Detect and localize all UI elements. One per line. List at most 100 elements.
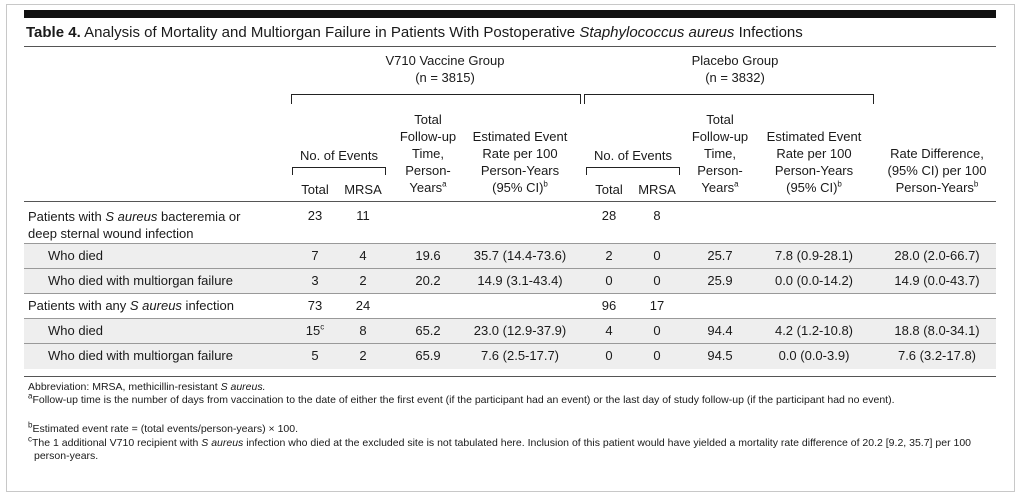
cell-value: 2 — [359, 273, 367, 288]
top-rule — [24, 10, 996, 18]
footnote-a: aFollow-up time is the number of days fr… — [28, 391, 1009, 407]
title-text: Analysis of Mortality and Multiorgan Fai… — [80, 24, 580, 41]
v-rate-ci: (95% CI) — [492, 180, 544, 195]
v-fu-l2: Follow-up — [399, 129, 457, 144]
v-rate-l4: (95% CI)b — [464, 180, 576, 196]
cell-p-mrsa: 8 — [634, 208, 680, 224]
v-fu-l1: Total — [414, 112, 442, 127]
row-divider — [24, 268, 996, 269]
p-mrsa-header: MRSA — [638, 182, 676, 197]
diff-l3: Person-Yearsb — [874, 180, 1000, 196]
cell-diff: 18.8 (8.0-34.1) — [874, 323, 1000, 339]
fn-c-text-end: infection who died at the excluded site … — [34, 437, 971, 462]
row-label-text-end: infection — [181, 298, 234, 313]
cell-diff: 7.6 (3.2-17.8) — [874, 348, 1000, 364]
v-fu-l5: Yearsa — [392, 180, 464, 196]
fn-b-sup: b — [28, 420, 33, 430]
cell-p-rate: 4.2 (1.2-10.8) — [756, 323, 872, 339]
table-title: Table 4. Analysis of Mortality and Multi… — [26, 24, 998, 42]
row-divider — [24, 343, 996, 344]
cell-v-rate: 7.6 (2.5-17.7) — [464, 348, 576, 364]
cell-p-rate: 0.0 (0.0-3.9) — [756, 348, 872, 364]
cell-value: 2 — [359, 348, 367, 363]
cell-p-fu: 94.5 — [684, 348, 756, 364]
abbr-text: Abbreviation: MRSA, methicillin-resistan… — [28, 381, 221, 393]
cell-value: 0 — [605, 273, 613, 288]
placebo-group-name: Placebo Group — [691, 53, 779, 68]
v-mrsa-header: MRSA — [344, 182, 382, 197]
row-divider — [24, 318, 996, 319]
cell-v-mrsa: 11 — [340, 208, 386, 224]
vaccine-group-n: (n = 3815) — [415, 70, 475, 85]
row-divider — [24, 243, 996, 244]
cell-value: 25.7 — [707, 248, 733, 263]
cell-value: 65.9 — [415, 348, 441, 363]
p-total-header: Total — [595, 182, 623, 197]
row-label-italic: S aureus — [129, 298, 182, 313]
row-label: Patients with S aureus bacteremia or deep… — [28, 208, 240, 242]
v-rate-l3: Person-Years — [480, 163, 560, 178]
p-fu-l4: Person- — [697, 163, 743, 178]
v-events-bracket — [292, 167, 386, 168]
v-fu-sup: a — [442, 179, 447, 189]
cell-value: 4 — [605, 323, 613, 338]
p-events-bracket-left — [586, 167, 587, 175]
p-fu-l2: Follow-up — [691, 129, 749, 144]
bottom-rule — [24, 376, 996, 377]
p-rate-l3: Person-Years — [774, 163, 854, 178]
abbr-italic: S aureus. — [220, 381, 266, 393]
placebo-bracket — [584, 94, 874, 95]
fn-c-sup: c — [28, 434, 32, 444]
v-rate-sup: b — [543, 179, 548, 189]
row-shade — [24, 269, 996, 294]
cell-p-rate: 0.0 (0.0-14.2) — [756, 273, 872, 289]
p-fu-years: Years — [701, 180, 735, 195]
cell-v-mrsa: 24 — [340, 298, 386, 314]
cell-p-total: 2 — [588, 248, 630, 264]
cell-value: 5 — [311, 348, 319, 363]
row-label-text: Patients with — [28, 209, 106, 224]
cell-value: 0 — [653, 323, 661, 338]
fn-c-italic: S aureus — [201, 437, 244, 449]
cell-value: 14.9 (0.0-43.7) — [894, 273, 980, 288]
cell-v-rate: 14.9 (3.1-43.4) — [464, 273, 576, 289]
cell-v-mrsa: 8 — [340, 323, 386, 339]
cell-v-mrsa: 4 — [340, 248, 386, 264]
cell-value: 0 — [653, 273, 661, 288]
cell-v-rate: 23.0 (12.9-37.9) — [464, 323, 576, 339]
row-label: Who died — [48, 248, 103, 264]
row-label: Who died with multiorgan failure — [48, 273, 233, 289]
cell-value: 0 — [653, 348, 661, 363]
title-italic: Staphylococcus aureus — [579, 24, 735, 41]
cell-value: 8 — [653, 208, 661, 223]
cell-v-fu: 65.9 — [392, 348, 464, 364]
cell-p-total: 0 — [588, 348, 630, 364]
cell-value: 23.0 (12.9-37.9) — [473, 323, 567, 338]
placebo-bracket-left — [584, 94, 585, 104]
vaccine-bracket-right — [580, 94, 581, 104]
footnote-b: bEstimated event rate = (total events/pe… — [28, 420, 1003, 436]
cell-value: 7.6 (3.2-17.8) — [897, 348, 977, 363]
fn-b-text: Estimated event rate = (total events/per… — [32, 423, 299, 435]
fn-a-sup: a — [28, 391, 33, 401]
p-rate-sup: b — [837, 179, 842, 189]
row-label-text: Who died with multiorgan failure — [48, 348, 233, 363]
cell-value: 94.5 — [707, 348, 733, 363]
cell-v-rate: 35.7 (14.4-73.6) — [464, 248, 576, 264]
p-no-events-header: No. of Events — [593, 148, 673, 163]
p-fu-l1: Total — [706, 112, 734, 127]
p-events-bracket — [586, 167, 680, 168]
cell-v-total: 3 — [294, 273, 336, 289]
cell-v-total: 73 — [294, 298, 336, 314]
cell-v-total: 15c — [294, 323, 336, 339]
cell-p-fu: 25.7 — [684, 248, 756, 264]
p-fu-l3: Time, — [703, 146, 737, 161]
cell-value: 23 — [307, 208, 323, 223]
row-label-line2: deep sternal wound infection — [28, 226, 194, 241]
cell-p-fu: 25.9 — [684, 273, 756, 289]
cell-p-mrsa: 0 — [634, 348, 680, 364]
v-rate-l1: Estimated Event — [472, 129, 568, 144]
v-events-bracket-left — [292, 167, 293, 175]
cell-p-fu: 94.4 — [684, 323, 756, 339]
cell-v-mrsa: 2 — [340, 273, 386, 289]
